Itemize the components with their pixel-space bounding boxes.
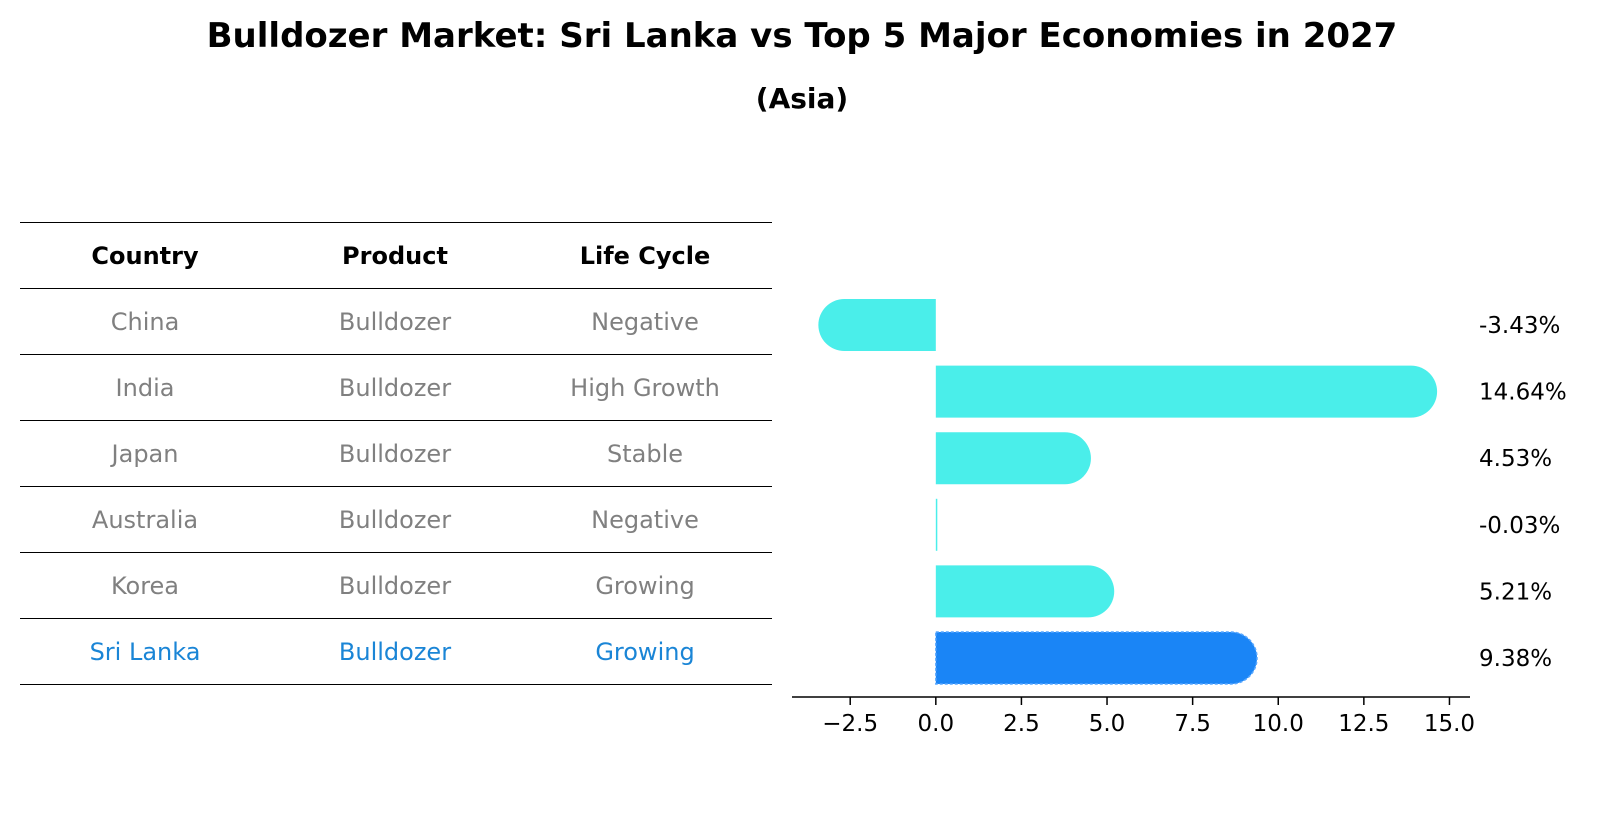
table-row: Australia Bulldozer Negative [20,486,772,552]
value-label: -0.03% [1479,513,1560,539]
bar-india [935,365,1438,418]
cell-country: Australia [91,505,199,534]
cell-life-cycle: Growing [595,637,695,666]
cell-country: Korea [110,571,180,600]
cell-country: Sri Lanka [89,637,201,666]
cell-life-cycle: Growing [595,571,695,600]
cell-product: Bulldozer [338,637,452,666]
bar-australia [935,498,938,551]
value-label: 9.38% [1479,646,1552,672]
value-label: 4.53% [1479,446,1552,472]
table-header-row: Country Product Life Cycle [20,222,772,288]
x-tick-label: 5.0 [1089,711,1126,737]
bar-korea [935,565,1115,618]
cell-country: India [115,373,175,402]
table-row: Korea Bulldozer Growing [20,552,772,618]
x-tick-label: 12.5 [1338,711,1389,737]
cell-country: Japan [111,439,179,468]
cell-product: Bulldozer [338,571,452,600]
x-tick-label: 2.5 [1003,711,1040,737]
cell-life-cycle: Negative [591,307,699,336]
table-row: India Bulldozer High Growth [20,354,772,420]
cell-product: Bulldozer [338,373,452,402]
x-tick-label: 10.0 [1253,711,1304,737]
cell-life-cycle: Negative [591,505,699,534]
cell-product: Bulldozer [338,439,452,468]
chart-title: Bulldozer Market: Sri Lanka vs Top 5 Maj… [206,16,1398,56]
cell-country: China [110,307,180,336]
cell-product: Bulldozer [338,505,452,534]
cell-life-cycle: Stable [606,439,684,468]
x-tick-label: 15.0 [1424,711,1475,737]
value-label: -3.43% [1479,313,1560,339]
chart-subtitle: (Asia) [755,82,849,115]
bar-china [818,299,936,351]
bar-japan [935,432,1091,485]
bar-sri-lanka [935,631,1258,685]
cell-product: Bulldozer [338,307,452,336]
cell-life-cycle: High Growth [570,373,720,402]
value-label: 14.64% [1479,380,1567,406]
column-header-life-cycle: Life Cycle [579,241,711,270]
table-row-highlight: Sri Lanka Bulldozer Growing [20,618,772,685]
column-header-country: Country [91,241,199,270]
country-table: Country Product Life Cycle China Bulldoz… [20,222,772,685]
table-row: China Bulldozer Negative [20,288,772,354]
value-label: 5.21% [1479,579,1552,605]
x-tick-label: 7.5 [1174,711,1211,737]
column-header-product: Product [342,241,448,270]
table-row: Japan Bulldozer Stable [20,420,772,486]
x-tick-label: −2.5 [822,711,878,737]
x-tick-label: 0.0 [918,711,955,737]
